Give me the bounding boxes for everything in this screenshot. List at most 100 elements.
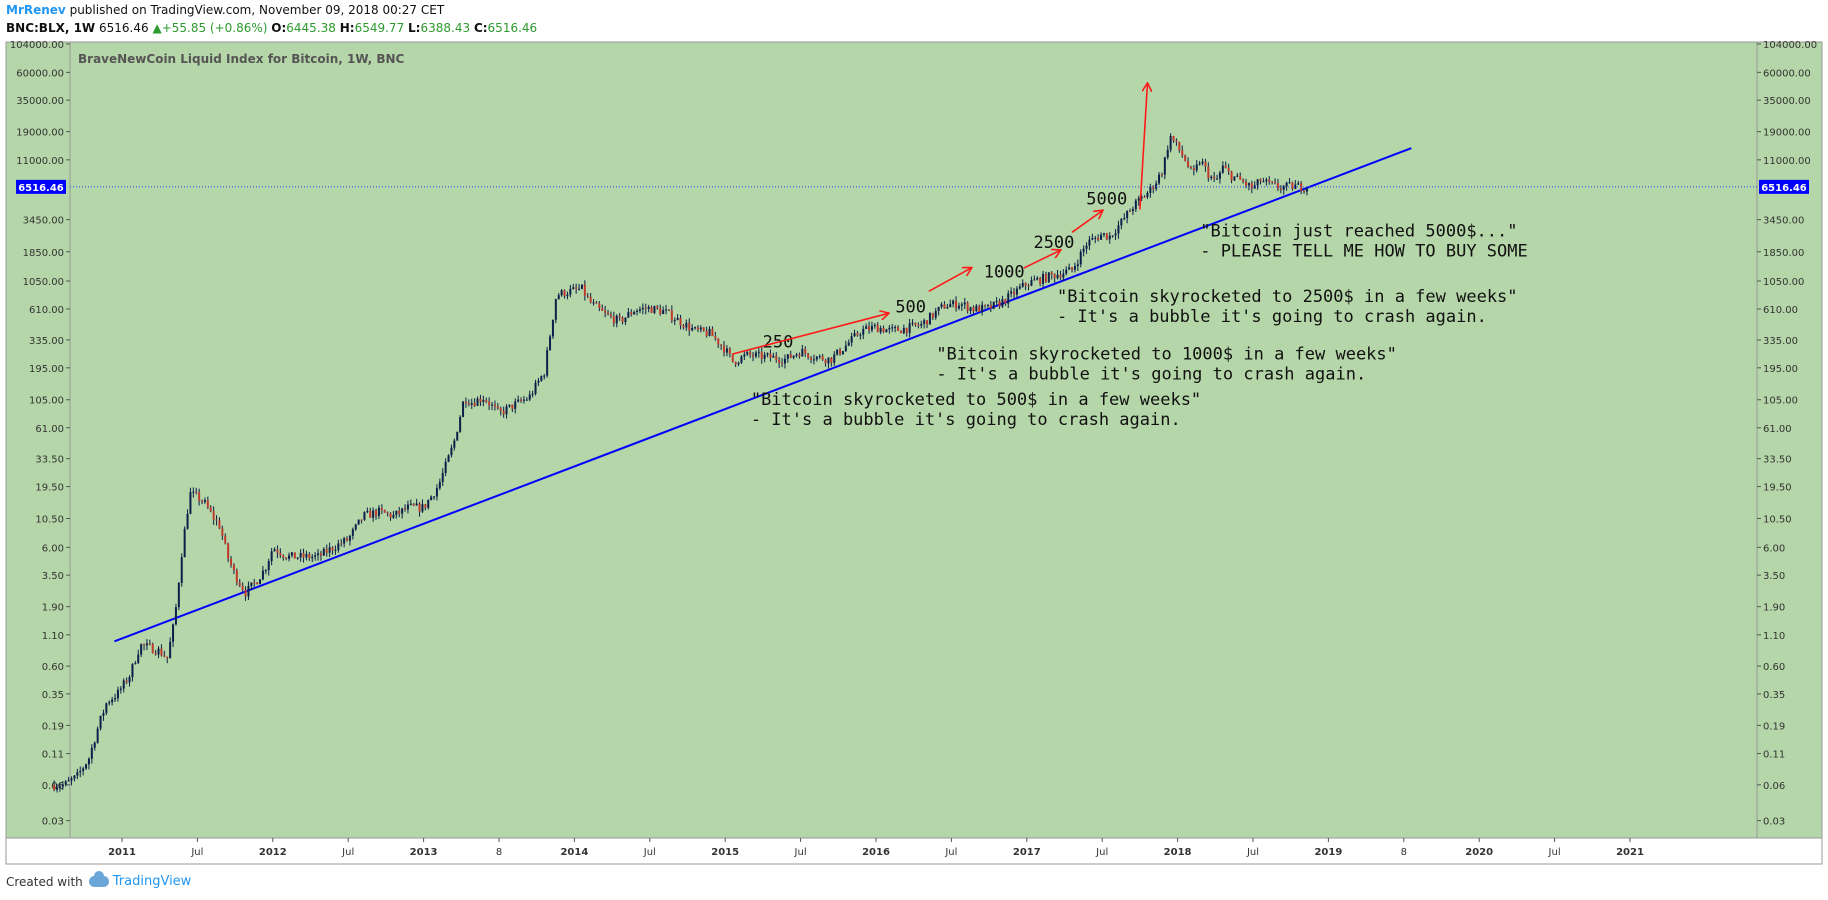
y-tick-label-right: 0.35 [1763, 690, 1785, 701]
y-tick-label-left: 104000.00 [10, 40, 64, 51]
candle-body [934, 310, 937, 318]
candle-body [1227, 168, 1230, 172]
price-chart[interactable]: 104000.00 104000.00 60000.00 60000.00 35000.… [0, 40, 1828, 868]
candle-body [302, 552, 305, 558]
candle-body [650, 306, 653, 313]
milestone-label: 500 [895, 298, 926, 318]
candle-body [752, 354, 755, 357]
support-trendline[interactable] [114, 147, 1412, 643]
candle-body [754, 352, 757, 357]
candle-body [949, 304, 952, 308]
candle-body [966, 302, 969, 311]
candle-body [624, 317, 627, 323]
candle-body [1274, 181, 1277, 183]
candle-body [575, 287, 578, 289]
candle-body [641, 307, 644, 310]
milestone-arrow[interactable] [1139, 84, 1148, 210]
candle-body [1007, 293, 1010, 304]
candle-body [1175, 140, 1178, 142]
candle-body [531, 393, 534, 395]
milestone-arrow[interactable] [1023, 250, 1060, 269]
y-tick-label-right: 0.60 [1763, 662, 1785, 673]
candle-body [259, 579, 262, 585]
candle-body [989, 304, 992, 309]
candle-body [1044, 273, 1047, 282]
candle-body [691, 327, 694, 331]
quote-note-line2: - It's a bubble it's going to crash agai… [751, 410, 1181, 430]
candle-body [601, 307, 604, 311]
candle-body [90, 747, 93, 759]
candle-body [1056, 274, 1059, 279]
candle-body [166, 656, 169, 659]
candle-body [1184, 155, 1187, 161]
candle-body [868, 326, 871, 331]
candle-body [395, 510, 398, 515]
milestone-arrow[interactable] [732, 313, 888, 355]
candle-body [456, 431, 459, 441]
candle-body [743, 354, 746, 357]
candle-body [1224, 165, 1227, 169]
candle-body [282, 555, 285, 558]
candle-body [717, 338, 720, 345]
right-axis-area [1756, 41, 1823, 839]
candle-body [859, 334, 862, 336]
candle-body [775, 355, 778, 360]
candle-body [1126, 211, 1129, 219]
candle-body [1082, 248, 1085, 252]
candle-body [946, 307, 949, 309]
milestone-arrow[interactable] [1071, 211, 1102, 233]
low-label: L: [408, 21, 421, 35]
candle-body [812, 359, 815, 361]
candle-body [789, 354, 792, 358]
candle-body [937, 306, 940, 311]
candle-body [418, 503, 421, 512]
candle-body [453, 440, 456, 448]
y-tick-label-left: 3.50 [42, 571, 64, 582]
y-tick-label-right: 610.00 [1763, 305, 1798, 316]
candle-body [1169, 135, 1172, 150]
candle-body [1213, 176, 1216, 179]
candle-body [534, 382, 537, 394]
x-tick-label: Jul [794, 847, 807, 858]
y-tick-label-right: 0.11 [1763, 750, 1785, 761]
tradingview-logo[interactable]: TradingView [88, 871, 191, 889]
candle-body [125, 680, 128, 683]
candle-body [203, 500, 206, 502]
x-tick-label: 2019 [1314, 847, 1342, 858]
candle-body [195, 491, 198, 493]
candle-body [1102, 233, 1105, 235]
candle-body [1062, 273, 1065, 278]
candle-body [760, 351, 763, 359]
candle-body [491, 404, 494, 406]
candle-body [380, 507, 383, 511]
candle-body [476, 398, 479, 406]
y-tick-label-left: 1850.00 [23, 248, 64, 259]
plot-area[interactable] [69, 41, 1758, 839]
candle-body [508, 404, 511, 407]
candle-body [462, 401, 465, 417]
candle-body [720, 344, 723, 346]
candle-body [1242, 179, 1245, 182]
last-price: 6516.46 [99, 21, 149, 35]
candle-body [1036, 278, 1039, 280]
candle-body [224, 535, 227, 544]
candle-body [427, 500, 430, 508]
close-value: 6516.46 [487, 21, 538, 35]
y-tick-label-left: 0.06 [42, 781, 64, 792]
milestone-arrow[interactable] [928, 268, 971, 292]
candle-body [902, 327, 905, 334]
candle-body [705, 330, 708, 336]
candle-body [856, 333, 859, 336]
candle-body [1068, 267, 1071, 270]
candle-body [926, 320, 929, 325]
candle-body [264, 570, 267, 572]
candle-body [163, 655, 166, 657]
candle-body [740, 356, 743, 363]
candle-body [879, 328, 882, 333]
candle-body [511, 404, 514, 409]
candle-body [772, 355, 775, 358]
candle-body [589, 296, 592, 303]
candle-body [763, 354, 766, 359]
author-link[interactable]: MrRenev [6, 3, 66, 17]
candle-body [1233, 176, 1236, 181]
